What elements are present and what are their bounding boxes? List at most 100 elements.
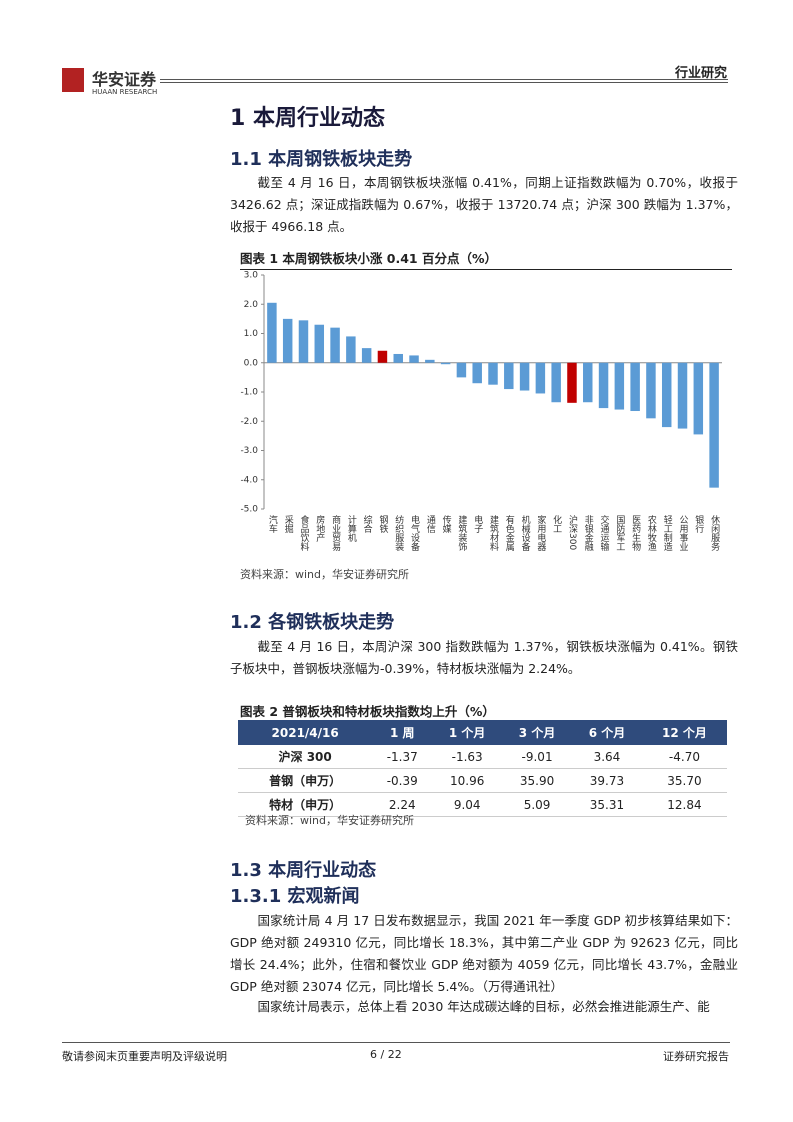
table-header-cell: 12 个月 bbox=[641, 720, 727, 745]
x-tick-label: 建筑装饰 bbox=[456, 514, 467, 552]
table-header-cell: 1 周 bbox=[372, 720, 433, 745]
x-tick-label: 建筑材料 bbox=[488, 514, 499, 552]
x-tick-label: 汽车 bbox=[267, 514, 278, 534]
x-tick-label: 国防军工 bbox=[614, 515, 625, 551]
x-tick-label: 商业贸易 bbox=[330, 514, 341, 552]
brand: 华安证券 bbox=[92, 70, 157, 89]
chart: 3.0 2.0 1.0 0.0 -1.0 -2.0 -3.0 -4.0 -5.0 汽车 采掘 食品饮料… bbox=[240, 271, 722, 552]
table-row: 沪深 300 -1.37 -1.63 -9.01 3.64 -4.70 bbox=[238, 745, 727, 769]
bar bbox=[409, 355, 419, 363]
table-row: 特材（申万） 2.24 9.04 5.09 35.31 12.84 bbox=[238, 792, 727, 817]
heading: 1.3.1 宏观新闻 bbox=[230, 886, 360, 907]
x-tick-label: 通信 bbox=[425, 515, 436, 534]
bar bbox=[314, 324, 325, 363]
bar bbox=[614, 362, 625, 410]
x-tick-label: 公用事业 bbox=[678, 515, 689, 551]
paragraph: 截至 4 月 16 日，本周钢铁板块涨幅 0.41%，同期上证指数跌幅为 0.7… bbox=[230, 175, 738, 234]
bar bbox=[298, 320, 309, 363]
source: 资料来源：wind，华安证券研究所 bbox=[245, 814, 415, 827]
bar bbox=[267, 302, 277, 363]
table-cell: 39.73 bbox=[572, 768, 642, 793]
y-tick-label: -4.0 bbox=[240, 475, 258, 485]
y-tick-label: -3.0 bbox=[240, 446, 258, 456]
y-tick-label: -5.0 bbox=[240, 505, 258, 515]
heading: 1.3 本周行业动态 bbox=[230, 860, 377, 881]
table-row: 普钢（申万） -0.39 10.96 35.90 39.73 35.70 bbox=[238, 768, 727, 793]
x-tick-label: 机械设备 bbox=[520, 514, 531, 551]
x-tick-label: 家用电器 bbox=[535, 514, 546, 551]
bar bbox=[393, 353, 403, 363]
figure-title: 图表 1 本周钢铁板块小涨 0.41 百分点（%） bbox=[240, 248, 732, 270]
heading: 1.2 各钢铁板块走势 bbox=[230, 612, 395, 633]
bar bbox=[377, 350, 388, 363]
bar bbox=[567, 362, 577, 403]
x-tick-label: 休闲服务 bbox=[709, 514, 720, 552]
header-section: 行业研究 bbox=[674, 66, 727, 81]
table-cell: -4.70 bbox=[641, 745, 727, 769]
page-number: 6 / 22 bbox=[370, 1048, 402, 1061]
bar bbox=[519, 362, 530, 391]
table-header-cell: 2021/4/16 bbox=[238, 720, 373, 745]
x-tick-label: 采掘 bbox=[283, 515, 294, 534]
x-tick-label: 交通运输 bbox=[599, 514, 610, 552]
table-cell: 9.04 bbox=[432, 792, 503, 817]
table-cell: -9.01 bbox=[502, 745, 573, 769]
bar bbox=[425, 359, 435, 363]
paragraph: 国家统计局 4 月 17 日发布数据显示，我国 2021 年一季度 GDP 初步… bbox=[230, 913, 738, 994]
table-cell: 35.70 bbox=[641, 768, 727, 793]
x-tick-label: 银行 bbox=[693, 514, 704, 534]
table-header-cell: 6 个月 bbox=[572, 720, 642, 745]
x-tick-label: 房地产 bbox=[314, 514, 325, 543]
x-tick-label: 纺织服装 bbox=[393, 514, 404, 552]
table-cell: 10.96 bbox=[432, 768, 503, 793]
x-tick-label: 轻工制造 bbox=[662, 514, 673, 552]
logo bbox=[62, 68, 84, 92]
bar bbox=[361, 348, 372, 363]
x-tick-label: 农林牧渔 bbox=[646, 514, 657, 551]
paragraph: 截至 4 月 16 日，本周沪深 300 指数跌幅为 1.37%，钢铁板块涨幅为… bbox=[230, 639, 738, 676]
table-cell: 2.24 bbox=[372, 792, 433, 817]
bar bbox=[330, 327, 340, 363]
table-cell: 沪深 300 bbox=[238, 745, 373, 769]
footer-rule bbox=[62, 1042, 730, 1043]
bar bbox=[630, 362, 640, 412]
bar bbox=[646, 362, 656, 419]
x-tick-label: 食品饮料 bbox=[298, 514, 309, 552]
y-tick-label: -1.0 bbox=[240, 388, 258, 398]
table-cell: 特材（申万） bbox=[238, 792, 373, 817]
x-tick-label: 综合 bbox=[362, 514, 373, 534]
paragraph: 国家统计局表示，总体上看 2030 年达成碳达峰的目标，必然会推进能源生产、能 bbox=[257, 999, 710, 1014]
x-tick-label: 医药生物 bbox=[630, 515, 641, 552]
footer-right: 证券研究报告 bbox=[663, 1050, 729, 1063]
table-cell: 5.09 bbox=[502, 792, 573, 817]
bar bbox=[282, 318, 293, 363]
table-cell: 3.64 bbox=[572, 745, 642, 769]
bar bbox=[709, 362, 719, 488]
x-tick-label: 化工 bbox=[551, 514, 562, 533]
figure-title: 图表 2 普钢板块和特材板块指数均上升（%） bbox=[240, 704, 495, 719]
bar bbox=[504, 362, 514, 390]
table-cell: 35.90 bbox=[502, 768, 573, 793]
heading: 1 本周行业动态 bbox=[230, 106, 385, 131]
bar bbox=[677, 362, 688, 429]
bar bbox=[661, 362, 672, 428]
table-cell: 普钢（申万） bbox=[238, 768, 373, 793]
bar bbox=[693, 362, 704, 435]
bar bbox=[472, 362, 482, 384]
x-tick-label: 有色金属 bbox=[504, 514, 515, 552]
x-tick-label: 钢铁 bbox=[377, 514, 388, 534]
bar bbox=[346, 336, 356, 363]
y-tick-label: 3.0 bbox=[244, 271, 259, 281]
table-cell: -1.63 bbox=[432, 745, 503, 769]
y-tick-label: 2.0 bbox=[244, 300, 259, 310]
bar bbox=[598, 362, 609, 409]
bar bbox=[583, 362, 593, 403]
table-cell: 35.31 bbox=[572, 792, 642, 817]
header-rule bbox=[160, 79, 728, 83]
bar bbox=[551, 362, 561, 403]
x-tick-label: 电气设备 bbox=[409, 514, 420, 551]
bar bbox=[488, 362, 498, 385]
bar bbox=[535, 362, 546, 394]
